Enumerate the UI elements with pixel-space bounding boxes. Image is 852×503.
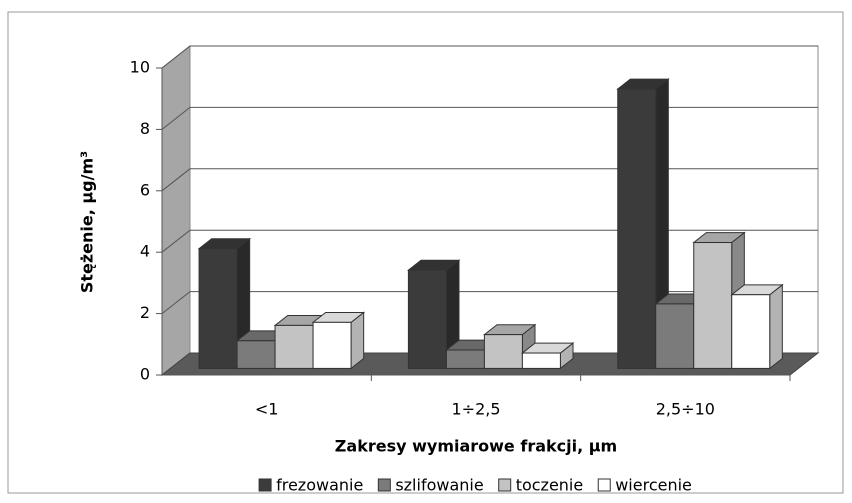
- grid-line: [161, 229, 818, 253]
- legend-swatch: [377, 478, 391, 492]
- y-tick-label: 8: [140, 119, 150, 138]
- legend-label: szlifowanie: [395, 476, 483, 495]
- bar: [521, 352, 561, 369]
- bar: [483, 334, 523, 369]
- y-tick-label: 4: [140, 242, 150, 261]
- y-axis-title: Stężenie, µg/m³: [78, 151, 97, 293]
- x-axis-title: Zakresy wymiarowe frakcji, µm: [335, 437, 617, 456]
- bar: [445, 349, 485, 369]
- legend-label: frezowanie: [276, 476, 363, 495]
- grid-line: [161, 168, 818, 192]
- bar: [655, 303, 695, 369]
- x-tick-label: 1÷2,5: [451, 400, 500, 419]
- bar: [274, 324, 314, 369]
- bar: [693, 242, 733, 369]
- bar: [617, 88, 657, 369]
- bar: [312, 321, 352, 369]
- bar: [407, 269, 447, 369]
- bar: [731, 294, 771, 369]
- legend-label: wiercenie: [615, 476, 692, 495]
- y-tick-label: 6: [140, 180, 150, 199]
- left-wall: [161, 44, 191, 377]
- grid-line: [161, 106, 818, 130]
- legend-swatch: [597, 478, 611, 492]
- y-tick-label: 10: [130, 58, 150, 77]
- grid-line: [161, 291, 818, 314]
- grid-line: [161, 45, 818, 69]
- legend-label: toczenie: [516, 476, 584, 495]
- legend-swatch: [498, 478, 512, 492]
- bar: [198, 248, 238, 369]
- bar: [236, 340, 276, 369]
- legend-swatch: [258, 478, 272, 492]
- bar-side: [769, 283, 783, 370]
- y-tick-label: 2: [140, 303, 150, 322]
- y-tick-label: 0: [140, 365, 150, 384]
- x-tick-label: 2,5÷10: [656, 400, 715, 419]
- x-tick-label: <1: [255, 400, 279, 419]
